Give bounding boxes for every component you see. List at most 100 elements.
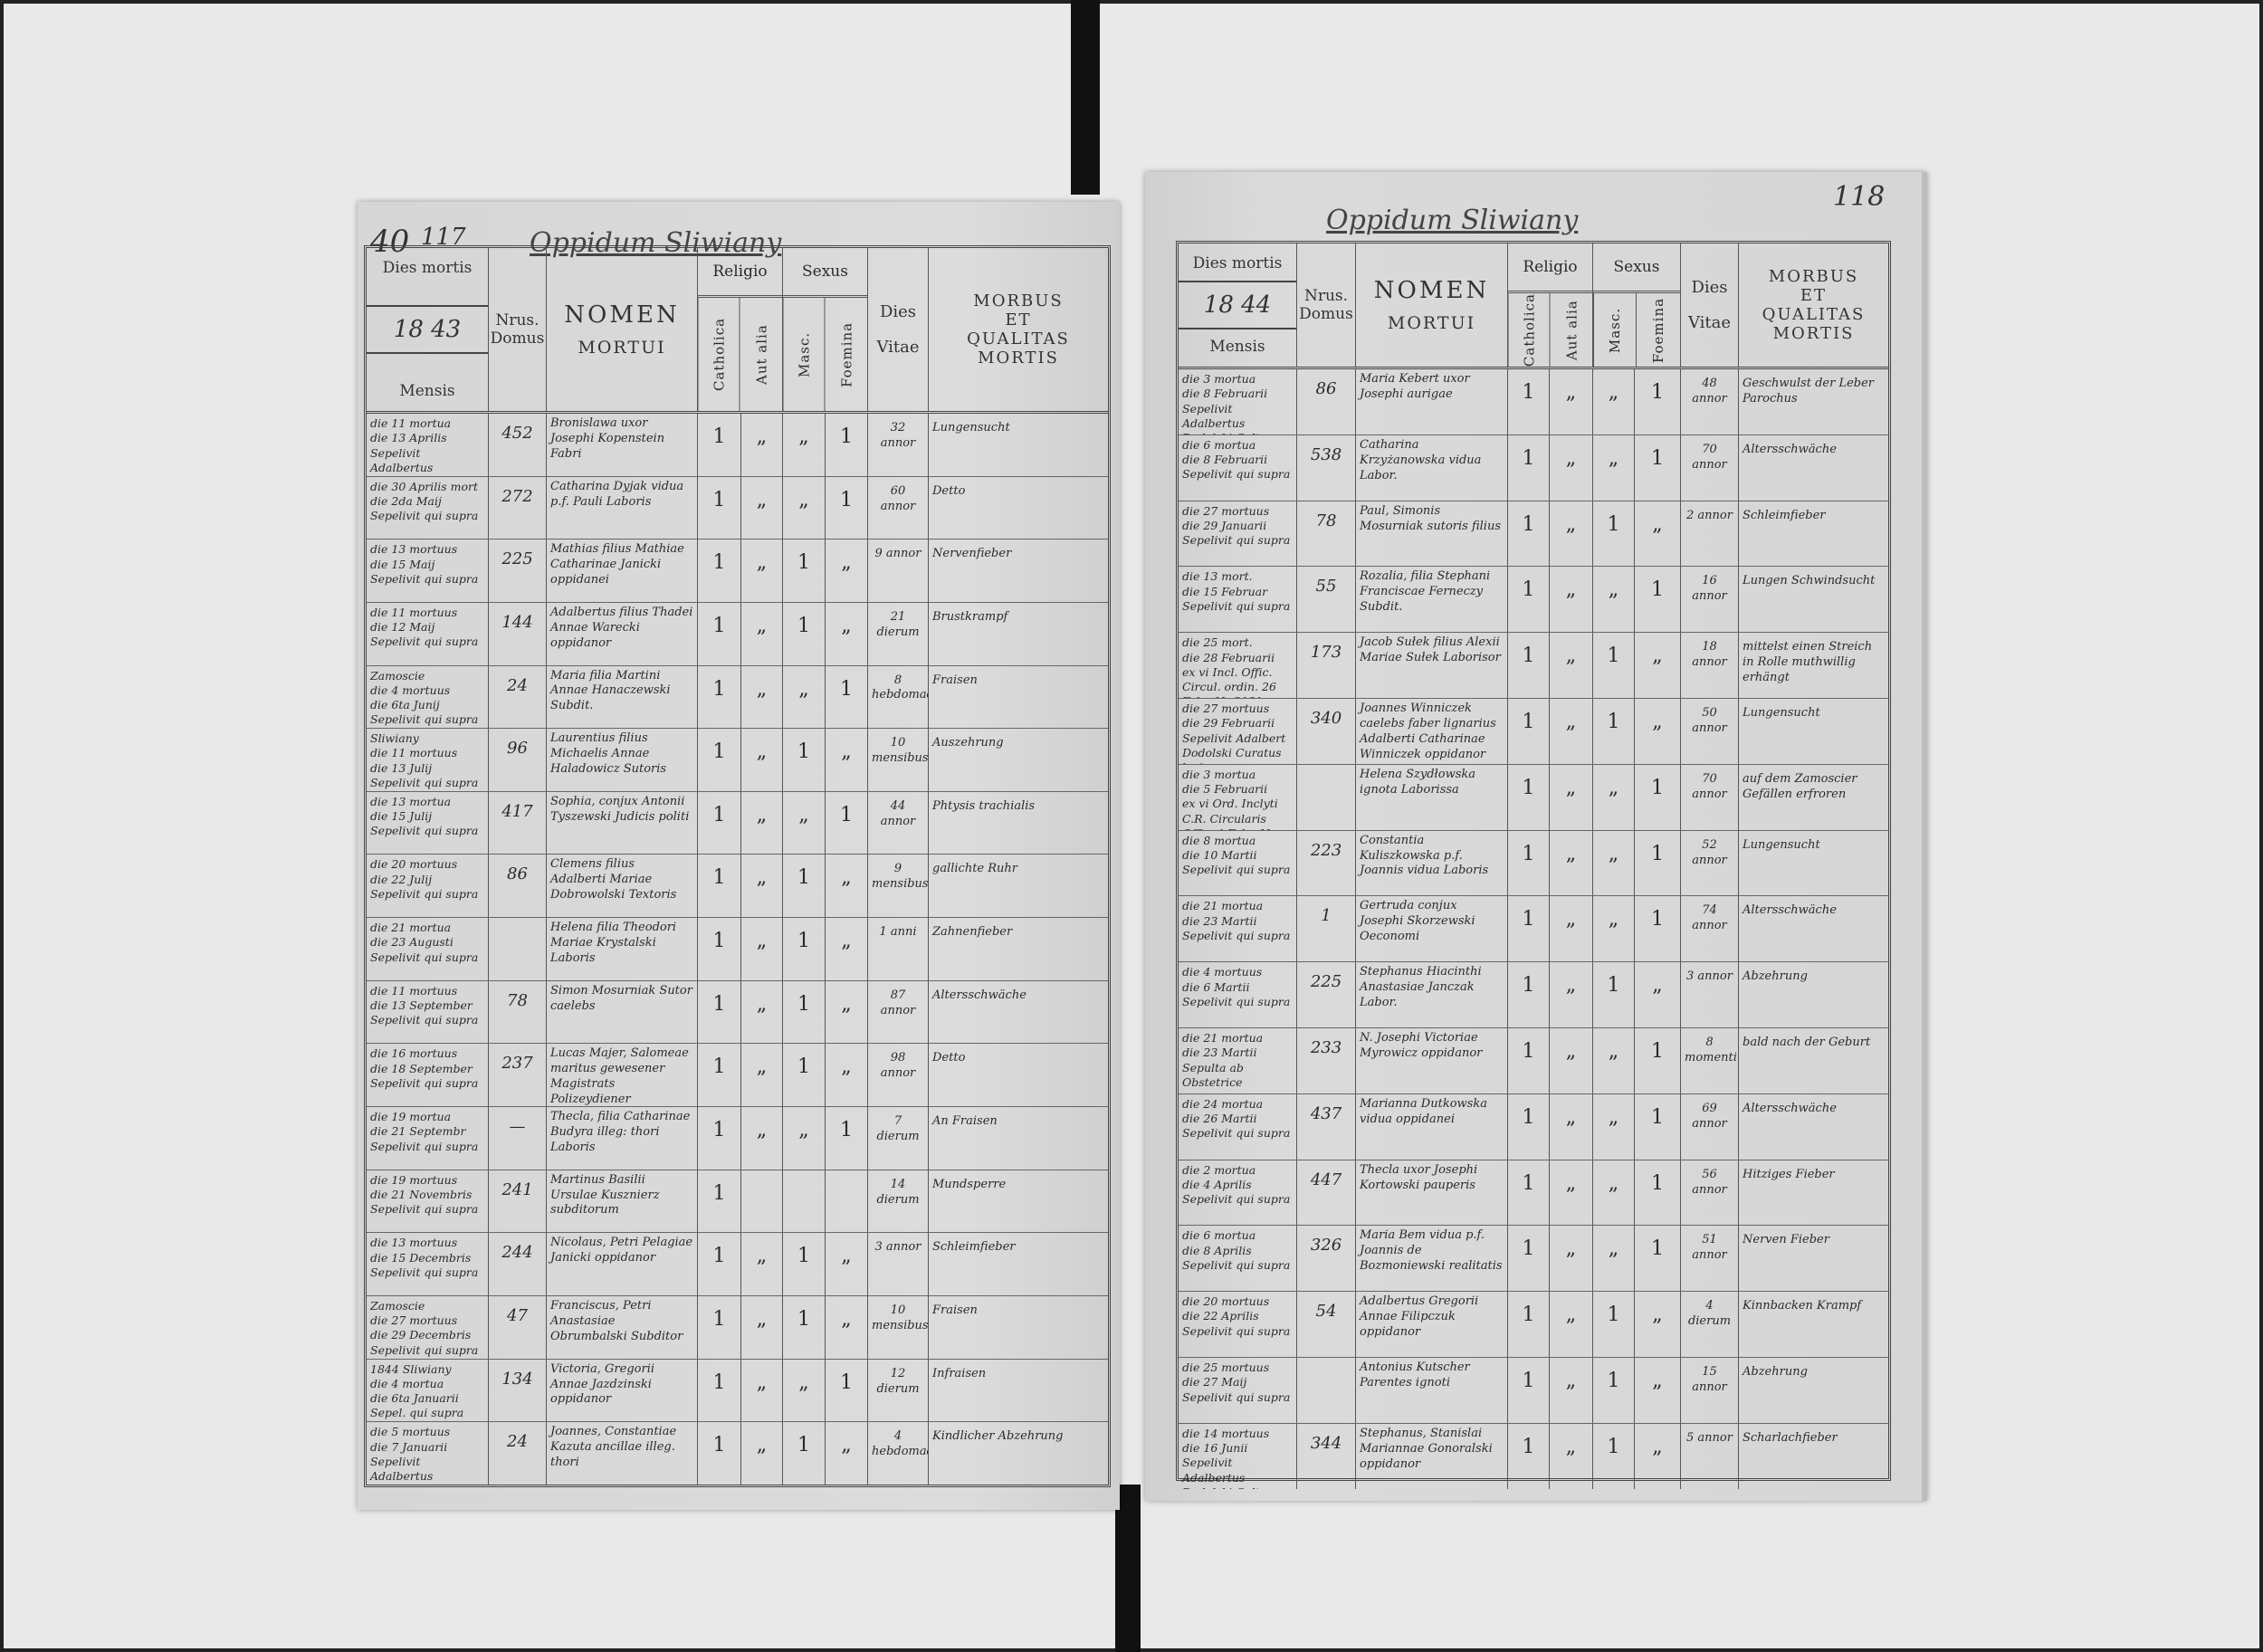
male-mark: „	[1593, 567, 1635, 633]
female-mark: „	[826, 1044, 868, 1107]
date-of-death: die 19 mortuus die 21 Novembris Sepelivi…	[367, 1170, 489, 1233]
table-row: die 11 mortuus die 12 Maij Sepelivit qui…	[367, 602, 1108, 666]
female-mark: 1	[1635, 1028, 1681, 1093]
male-mark: 1	[783, 729, 826, 791]
table-row: die 20 mortuus die 22 Aprilis Sepelivit …	[1179, 1292, 1888, 1359]
other-religion-mark: „	[1550, 1423, 1593, 1489]
other-religion-mark	[741, 1170, 783, 1233]
deceased-name: Laurentius filius Michaelis Annae Halado…	[547, 729, 698, 791]
other-religion-mark: „	[741, 918, 783, 980]
label-catholica: Catholica	[1508, 293, 1551, 368]
date-of-death: die 20 mortuus die 22 Julij Sepelivit qu…	[367, 855, 489, 918]
label-mortis: MORTIS	[978, 349, 1059, 368]
house-number: 237	[489, 1044, 547, 1107]
table-row: die 19 mortuus die 21 Novembris Sepelivi…	[367, 1170, 1108, 1234]
female-mark: „	[1635, 962, 1681, 1028]
cause-of-death: Auszehrung	[932, 736, 1004, 750]
date-of-death: die 21 mortua die 23 Augusti Sepelivit q…	[367, 918, 489, 980]
other-religion-mark: „	[741, 1295, 783, 1359]
female-mark: 1	[1635, 764, 1681, 830]
header-dies-mortis: Dies mortis 18 44 Mensis	[1179, 244, 1297, 368]
other-religion-mark: „	[741, 602, 783, 665]
other-religion-mark: „	[741, 414, 783, 476]
catholic-mark: 1	[1508, 501, 1550, 567]
header-house-number: Nrus. Domus	[489, 248, 547, 411]
male-mark: 1	[783, 855, 826, 918]
folio-old-number: 40	[370, 224, 410, 260]
header-dies-mortis: Dies mortis 18 43 Mensis	[367, 248, 489, 411]
cause-of-death: mittelst einen Streich in Rolle muthwill…	[1743, 640, 1873, 685]
catholic-mark: 1	[698, 602, 741, 665]
date-of-death: 1844 Sliwiany die 4 mortua die 6ta Janua…	[367, 1359, 489, 1422]
other-religion-mark: „	[741, 665, 783, 729]
female-mark: „	[1635, 699, 1681, 764]
house-number: 78	[1297, 501, 1356, 567]
label-religio: Religio	[698, 248, 782, 298]
deceased-name: Martinus Basilii Ursulae Kusznierz subdi…	[547, 1170, 698, 1233]
male-mark: „	[1593, 830, 1635, 896]
cause-of-death: Schleimfieber	[932, 1240, 1016, 1255]
label-masc: Masc.	[783, 298, 826, 411]
deceased-name: Rozalia, filia Stephani Franciscae Ferne…	[1356, 567, 1508, 633]
female-mark: „	[826, 918, 868, 980]
label-nrus: Nrus.	[495, 311, 539, 329]
label-mensis: Mensis	[1209, 338, 1265, 357]
label-nomen: NOMEN	[564, 301, 680, 329]
cause-of-death: Infraisen	[932, 1366, 987, 1380]
age-at-death: 87 annor	[868, 980, 929, 1044]
label-qualitas: QUALITAS	[967, 329, 1070, 349]
female-mark: „	[826, 729, 868, 791]
cause-of-death: Detto	[932, 1051, 966, 1065]
age-at-death: 3 annor	[868, 1233, 929, 1295]
table-header: Dies mortis 18 43 Mensis Nrus. Domus NOMEN MOR…	[367, 248, 1108, 414]
age-at-death: 70 annor	[1681, 764, 1739, 830]
label-aut_alia: Aut alia	[752, 324, 769, 385]
cause-of-death: Mundsperre	[932, 1177, 1007, 1191]
deceased-name: Stephanus, Stanislai Mariannae Gonoralsk…	[1356, 1423, 1508, 1489]
catholic-mark: 1	[698, 1107, 741, 1170]
catholic-mark: 1	[1508, 830, 1550, 896]
house-number	[1297, 1358, 1356, 1423]
catholic-mark: 1	[698, 791, 741, 855]
label-foemina: Foemina	[1650, 297, 1666, 363]
label-religio: Religio	[1508, 244, 1592, 293]
female-mark: „	[826, 1295, 868, 1359]
male-mark: 1	[1593, 501, 1635, 567]
left-page: 40 117 Oppidum Sliwiany Dies mortis 18 43…	[358, 202, 1120, 1510]
date-of-death: die 3 mortua die 5 Februarii ex vi Ord. …	[1179, 764, 1297, 830]
female-mark: „	[1635, 633, 1681, 699]
cause-of-death: Lungensucht	[1743, 837, 1820, 852]
cause-of-death: Kinnbacken Krampf	[1743, 1299, 1862, 1313]
catholic-mark: 1	[698, 729, 741, 791]
catholic-mark: 1	[698, 414, 741, 476]
age-at-death: 2 annor	[1681, 501, 1739, 567]
cause-of-death: Altersschwäche	[1743, 1101, 1837, 1115]
deceased-name: Sophia, conjux Antonii Tyszewski Judicis…	[547, 791, 698, 855]
male-mark: „	[783, 414, 826, 476]
catholic-mark: 1	[1508, 699, 1550, 764]
other-religion-mark: „	[1550, 1292, 1593, 1358]
header-nomen-mortui: NOMEN MORTUI	[1356, 244, 1508, 368]
table-row: die 14 mortuus die 16 Junii Sepelivit Ad…	[1179, 1423, 1888, 1489]
death-register-table: Dies mortis 18 44 Mensis Nrus. Domus NOMEN MOR…	[1176, 241, 1891, 1489]
house-number: 24	[489, 1422, 547, 1485]
catholic-mark: 1	[1508, 764, 1550, 830]
deceased-name: Clemens filius Adalberti Mariae Dobrowol…	[547, 855, 698, 918]
deceased-name: Constantia Kuliszkowska p.f. Joannis vid…	[1356, 830, 1508, 896]
label-mortis: MORTIS	[1772, 324, 1855, 344]
female-mark: 1	[826, 1107, 868, 1170]
table-row: die 13 mort. die 15 Februar Sepelivit qu…	[1179, 567, 1888, 634]
house-number: 233	[1297, 1028, 1356, 1093]
date-of-death: die 25 mort. die 28 Februarii ex vi Incl…	[1179, 633, 1297, 699]
header-sexus: Sexus Masc. Foemina	[783, 248, 868, 411]
deceased-name: Maria filia Martini Annae Hanaczewski Su…	[547, 665, 698, 729]
table-row: die 16 mortuus die 18 September Sepelivi…	[367, 1044, 1108, 1108]
cause-of-death: Schleimfieber	[1743, 508, 1826, 522]
house-number: 447	[1297, 1160, 1356, 1226]
cause-of-death: Geschwulst der Leber Parochus	[1743, 377, 1875, 406]
age-at-death: 56 annor	[1681, 1160, 1739, 1226]
cause-of-death: Altersschwäche	[1743, 903, 1837, 918]
male-mark: „	[1593, 1028, 1635, 1093]
date-of-death: die 4 mortuus die 6 Martii Sepelivit qui…	[1179, 962, 1297, 1028]
female-mark: 1	[826, 665, 868, 729]
